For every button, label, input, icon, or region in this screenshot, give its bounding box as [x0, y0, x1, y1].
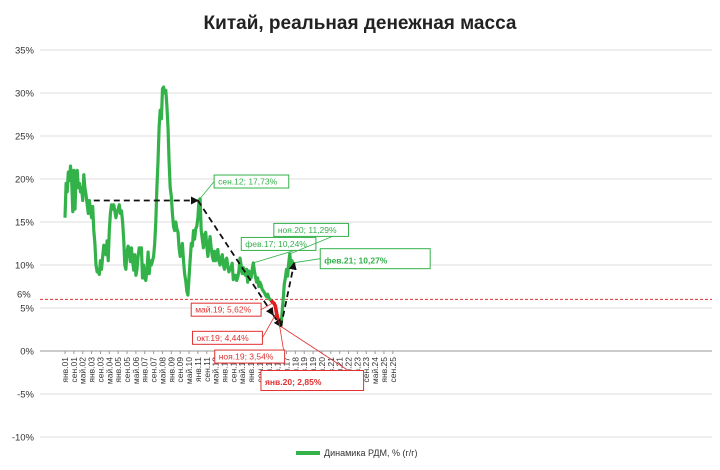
annotation-label: окт.19; 4,44%	[197, 333, 250, 343]
annotation-box	[240, 236, 317, 251]
annotation-label: фев.21; 10,27%	[324, 255, 388, 265]
x-tick-label: сен.17	[282, 357, 292, 383]
x-tick-label: янв.19	[299, 357, 309, 383]
annotation-box	[273, 222, 349, 237]
y-tick-label: 15%	[15, 218, 35, 229]
annotation-box	[214, 349, 286, 364]
annotation-box	[260, 369, 365, 391]
x-tick-label: май.10	[184, 357, 194, 384]
y-tick-label: 20%	[15, 175, 35, 186]
y-tick-labels: 35% 30% 25% 20% 15% 10% 5% 0% -5% -10%	[12, 46, 35, 444]
threshold-label: 6%	[17, 289, 31, 300]
x-tick-label: май.12	[211, 357, 221, 384]
x-tick-label: янв.17	[273, 357, 283, 383]
y-tick-label: 0%	[20, 347, 34, 358]
x-tick-label: янв.03	[87, 357, 97, 383]
x-tick-label: янв.13	[219, 357, 229, 383]
trend-arrow	[197, 200, 274, 316]
x-tick-label: янв.01	[60, 357, 70, 383]
x-tick-label: янв.05	[113, 357, 123, 383]
annotation-box	[192, 330, 263, 345]
x-tick-label: сен.23	[361, 357, 371, 383]
x-tick-label: янв.09	[166, 357, 176, 383]
x-tick-label: янв.23	[352, 357, 362, 383]
x-tick-label: сен.13	[228, 357, 238, 383]
series-line-recovery	[279, 252, 296, 327]
y-tick-label: 25%	[15, 132, 35, 143]
annotations: сен.12; 17,73% фев.17; 10,24% ноя.20; 11,2…	[190, 174, 431, 391]
x-tick-label: янв.07	[140, 357, 150, 383]
x-tick-label: май.24	[370, 357, 380, 384]
x-tick-label: сен.09	[175, 357, 185, 383]
x-tick-label: май.14	[237, 357, 247, 384]
threshold-layer: 6%	[17, 289, 712, 300]
annotation-leader	[294, 258, 321, 264]
y-tick-label: 30%	[15, 89, 35, 100]
x-tick-label: май.06	[131, 357, 141, 384]
x-tick-label: сен.25	[388, 357, 398, 383]
annotation-label: ноя.20; 11,29%	[278, 225, 337, 235]
y-tick-label: 5%	[20, 304, 34, 315]
chart-title: Китай, реальная денежная масса	[204, 13, 517, 34]
annotation-label: фев.17; 10,24%	[245, 239, 307, 249]
x-tick-label: сен.21	[335, 357, 345, 383]
x-tick-label: янв.15	[246, 357, 256, 383]
x-tick-label: сен.01	[69, 357, 79, 383]
x-tick-label: май.08	[157, 357, 167, 384]
x-tick-label: сен.15	[255, 357, 265, 383]
annotation-leader	[262, 312, 277, 339]
series-line	[63, 85, 273, 302]
annotation-box	[190, 302, 262, 317]
annotation-leader	[260, 302, 274, 311]
trend-arrow	[280, 261, 297, 327]
x-tick-label: сен.05	[122, 357, 132, 383]
annotation-label: май.19; 5,62%	[195, 305, 251, 315]
y-tick-label: 35%	[15, 46, 35, 57]
annotation-label: сен.12; 17,73%	[218, 177, 277, 187]
y-tick-label: -5%	[17, 390, 34, 401]
x-tick-label: сен.03	[95, 357, 105, 383]
x-tick-label: янв.25	[379, 357, 389, 383]
x-tick-label: янв.21	[326, 357, 336, 383]
x-tick-label: сен.07	[149, 357, 159, 383]
x-tick-label: сен.19	[308, 357, 318, 383]
x-tick-label: янв.11	[193, 357, 203, 382]
legend-label: Динамика РДМ, % (г/г)	[324, 448, 418, 458]
y-tick-label: 10%	[15, 261, 35, 272]
x-tick-label: сен.11	[202, 357, 212, 382]
annotation-leader	[199, 181, 215, 199]
annotation-box	[213, 174, 290, 189]
annotation-box	[319, 248, 431, 270]
annotation-label: ноя.19; 3,54%	[219, 352, 274, 362]
x-tick-label: май.02	[78, 357, 88, 384]
annotation-label: янв.20; 2,85%	[265, 377, 322, 387]
x-tick-label: май.04	[104, 357, 114, 384]
legend: Динамика РДМ, % (г/г)	[296, 448, 418, 458]
y-tick-label: -10%	[12, 433, 35, 444]
